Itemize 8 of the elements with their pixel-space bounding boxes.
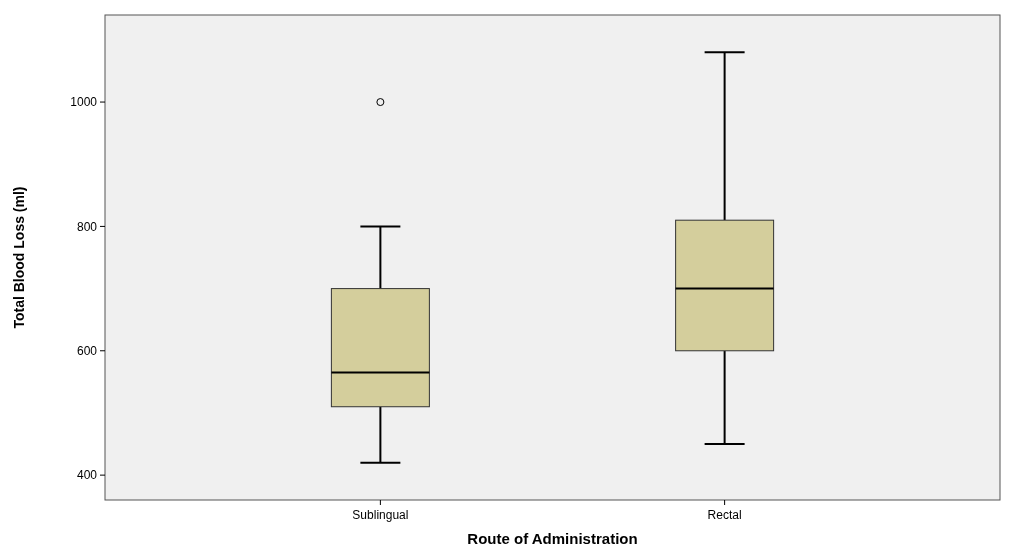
x-axis-title: Route of Administration	[467, 530, 638, 547]
y-tick-label: 400	[76, 468, 98, 483]
y-axis-title: Total Blood Loss (ml)	[11, 186, 27, 329]
y-tick-label: 1000	[70, 95, 98, 110]
x-tick-label: Sublingual	[352, 508, 409, 522]
y-tick-label: 600	[76, 343, 98, 358]
x-tick-label: Rectal	[707, 508, 742, 522]
y-tick-label: 800	[76, 219, 98, 234]
